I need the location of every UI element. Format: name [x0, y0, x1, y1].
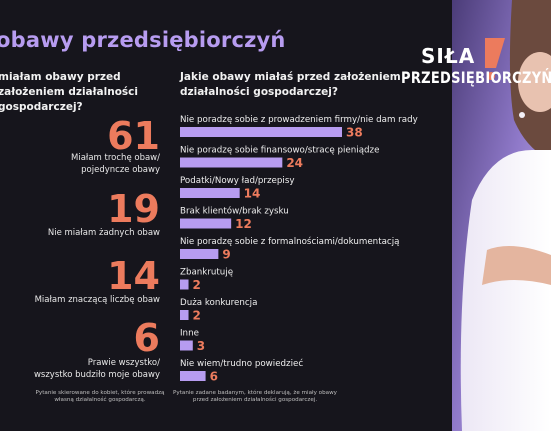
stat-label: Miałam znaczącą liczbę obaw — [0, 294, 160, 306]
bar-category-label: Zbankrutuję — [180, 268, 233, 278]
right-question: Jakie obawy miałaś przed założeniem dzia… — [180, 71, 401, 98]
bar — [180, 249, 219, 259]
bar — [180, 279, 189, 290]
stat-value: 19 — [107, 187, 160, 231]
bar — [180, 188, 240, 198]
bar-value-label: 3 — [197, 339, 205, 353]
right-footnote: Pytanie zadane badanym, które deklarują,… — [170, 390, 340, 404]
bar-value-label: 2 — [193, 278, 201, 292]
stat-label: Nie miałam żadnych obaw — [0, 227, 160, 239]
stat-value: 6 — [133, 316, 160, 360]
bar-category-label: Nie wiem/trudno powiedzieć — [180, 358, 303, 369]
bar-category-label: Nie poradzę sobie z formalnościami/dokum… — [180, 236, 399, 247]
logo-line-2: PRZEDSIĘBIORCZYŃ — [401, 69, 551, 88]
bar — [180, 127, 342, 137]
stat-label-line: Miałam znaczącą liczbę obaw — [34, 295, 160, 305]
stat-label-line: Prawie wszystko/ wszystko budziło moje o… — [33, 358, 160, 380]
bar-value-label: 6 — [210, 370, 218, 384]
bar-category-label: Duża konkurencja — [180, 298, 257, 308]
bar-category-label: Nie poradzę sobie finansowo/stracę pieni… — [180, 146, 379, 156]
bar — [180, 340, 193, 351]
bar-value-label: 24 — [286, 156, 303, 170]
left-footnote: Pytanie skierowane do kobiet, które prow… — [30, 390, 170, 404]
logo-mark — [485, 38, 505, 80]
bar-category-label: Inne — [180, 329, 199, 339]
stat-label: Miałam trochę obaw/ pojedyncze obawy — [0, 152, 160, 176]
bar-value-label: 9 — [222, 248, 230, 262]
bar-category-label: Podatki/Nowy ład/przepisy — [180, 176, 295, 186]
concerns-bar-chart: Nie poradzę sobie z prowadzeniem firmy/n… — [180, 115, 418, 384]
bar — [180, 157, 283, 168]
right-footnote-text: Pytanie zadane badanym, które deklarują,… — [173, 390, 337, 403]
bar — [180, 310, 189, 320]
woman-photo — [452, 0, 551, 431]
bar-category-label: Nie poradzę sobie z prowadzeniem firmy/n… — [180, 115, 418, 125]
stat-label: Prawie wszystko/ wszystko budziło moje o… — [0, 357, 160, 381]
bar-value-label: 12 — [235, 217, 252, 231]
bar-value-label: 2 — [193, 309, 201, 323]
bar-value-label: 38 — [346, 126, 363, 140]
left-footnote-text: Pytanie skierowane do kobiet, które prow… — [35, 390, 165, 403]
sila-przedsiebiorczyn-logo: SIŁA PRZEDSIĘBIORCZYŃ — [397, 38, 551, 98]
stat-label-line: Miałam trochę obaw/ pojedyncze obawy — [71, 153, 160, 175]
bar — [180, 218, 232, 229]
left-question: miałam obawy przed założeniem działalnoś… — [0, 71, 138, 113]
stat-label-line: Nie miałam żadnych obaw — [47, 228, 160, 238]
stat-value: 61 — [107, 114, 160, 158]
bar-value-label: 14 — [244, 187, 261, 201]
logo-line-1: SIŁA — [421, 44, 476, 68]
page-title: obawy przedsiębiorczyń — [0, 28, 286, 52]
bar — [180, 371, 206, 381]
stat-value: 14 — [107, 254, 160, 298]
bar-category-label: Brak klientów/brak zysku — [180, 206, 289, 217]
